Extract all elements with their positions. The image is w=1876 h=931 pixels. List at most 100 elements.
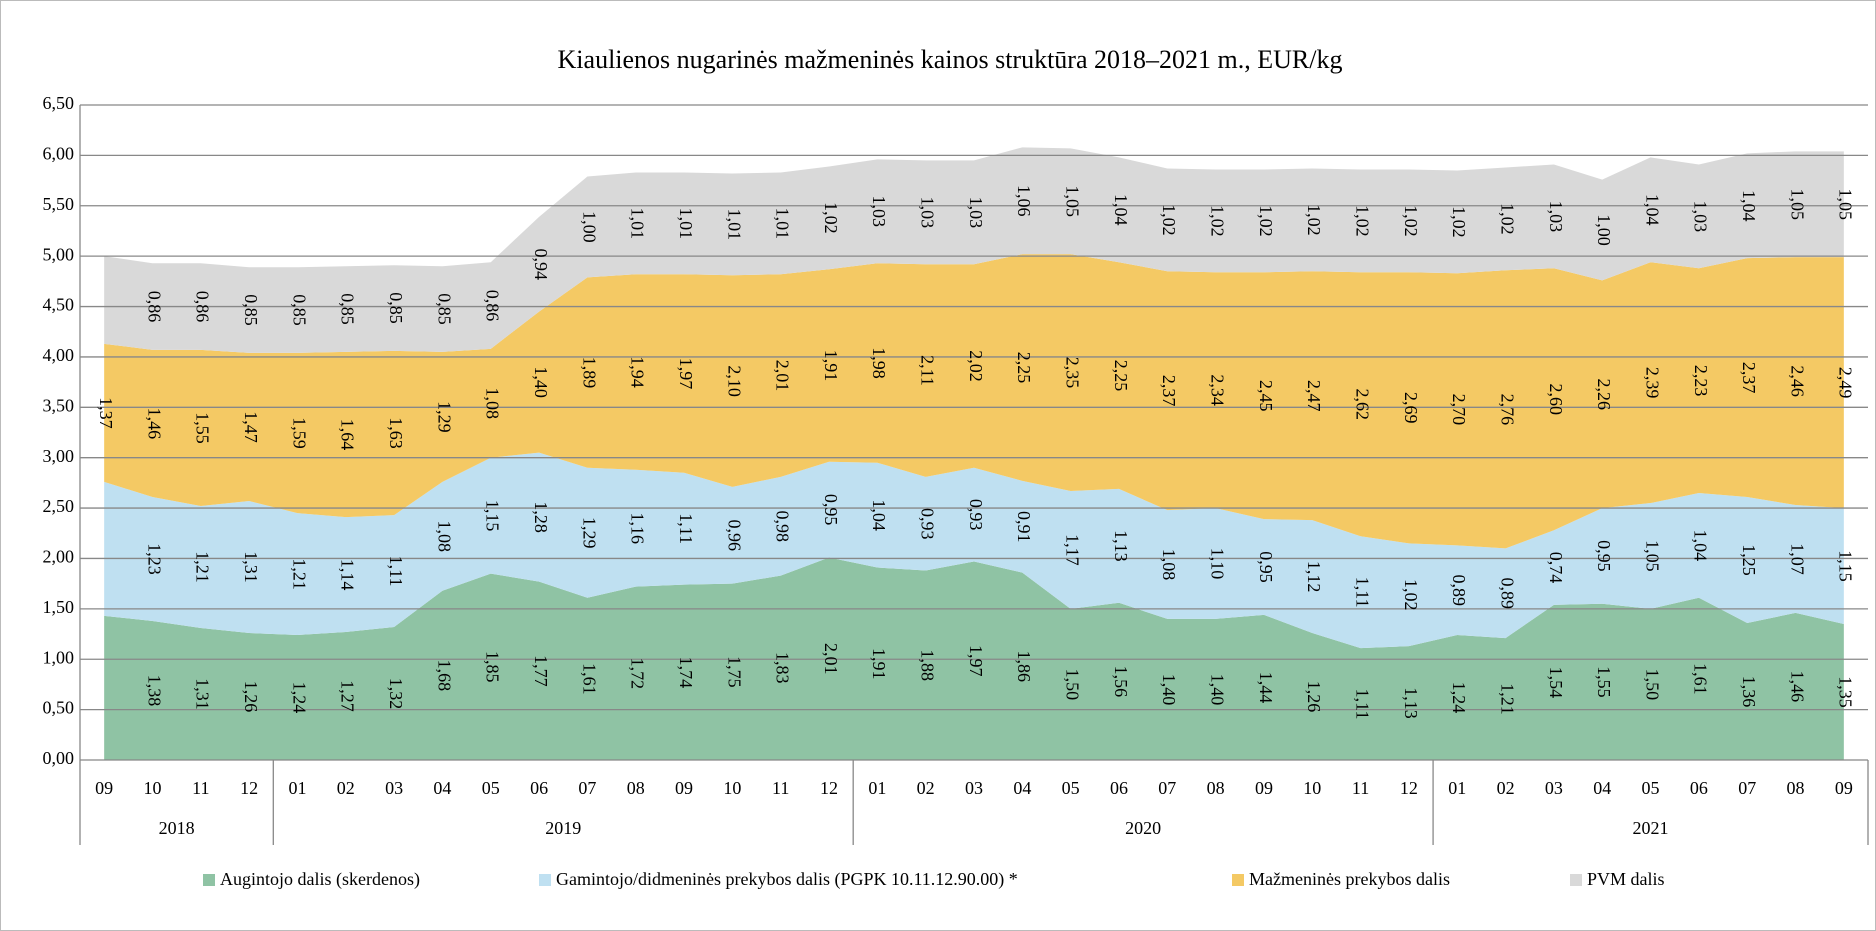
data-label: 2,02: [966, 350, 986, 382]
data-label: 0,86: [483, 290, 503, 322]
data-label: 0,93: [966, 499, 986, 531]
x-tick-label: 04: [1593, 778, 1611, 798]
y-tick-label: 2,50: [43, 496, 75, 516]
data-label: 1,03: [1546, 201, 1566, 233]
data-label: 1,29: [579, 517, 599, 549]
data-label: 1,08: [1159, 549, 1179, 581]
data-label: 1,97: [676, 358, 696, 390]
data-label: 1,26: [1304, 681, 1324, 713]
data-label: 0,86: [144, 291, 164, 323]
data-label: 1,63: [386, 417, 406, 449]
data-label: 0,96: [724, 520, 744, 552]
data-label: 2,25: [1014, 352, 1034, 384]
data-label: 1,77: [531, 655, 551, 687]
data-label: 1,03: [869, 196, 889, 228]
x-tick-label: 06: [1690, 778, 1708, 798]
data-label: 2,76: [1497, 394, 1517, 426]
data-label: 0,91: [1014, 511, 1034, 543]
data-label: 1,40: [1159, 674, 1179, 706]
data-label: 1,05: [1836, 189, 1856, 221]
data-label: 0,85: [386, 292, 406, 324]
data-label: 1,97: [966, 645, 986, 677]
legend-label: Augintojo dalis (skerdenos): [220, 869, 420, 890]
data-label: 1,16: [628, 512, 648, 544]
x-tick-label: 09: [675, 778, 693, 798]
data-label: 1,31: [193, 678, 213, 710]
data-label: 1,06: [1014, 185, 1034, 217]
data-label: 1,15: [483, 500, 503, 531]
x-tick-label: 08: [627, 778, 645, 798]
data-label: 1,35: [1836, 676, 1856, 708]
data-label: 2,60: [1546, 383, 1566, 415]
y-tick-label: 6,00: [43, 144, 75, 164]
data-label: 1,24: [289, 682, 309, 714]
data-label: 1,23: [144, 543, 164, 575]
x-tick-label: 03: [1545, 778, 1563, 798]
data-label: 0,95: [821, 494, 841, 526]
x-tick-label: 05: [1642, 778, 1660, 798]
y-tick-label: 2,00: [43, 547, 75, 567]
data-label: 1,61: [1691, 663, 1711, 695]
data-label: 0,85: [241, 294, 261, 326]
data-label: 2,35: [1063, 357, 1083, 389]
x-tick-label: 02: [337, 778, 355, 798]
x-tick-label: 09: [95, 778, 113, 798]
data-label: 1,12: [1304, 561, 1324, 593]
x-group-label: 2019: [545, 818, 581, 838]
data-label: 0,74: [1546, 552, 1566, 584]
data-label: 0,85: [289, 294, 309, 326]
data-label: 1,59: [289, 417, 309, 449]
data-label: 1,17: [1063, 534, 1083, 566]
y-tick-label: 4,00: [43, 345, 75, 365]
data-label: 1,04: [1739, 190, 1759, 222]
x-tick-label: 06: [1110, 778, 1128, 798]
data-label: 1,01: [676, 208, 696, 240]
x-tick-label: 05: [1062, 778, 1080, 798]
data-label: 2,25: [1111, 360, 1131, 392]
data-label: 1,25: [1739, 544, 1759, 576]
area: [104, 452, 1844, 649]
data-label: 1,13: [1401, 687, 1421, 719]
legend-swatch: [539, 874, 551, 886]
data-label: 1,02: [1304, 204, 1324, 236]
y-tick-label: 4,50: [43, 295, 75, 315]
x-tick-label: 07: [578, 778, 596, 798]
x-tick-label: 11: [192, 778, 209, 798]
y-tick-label: 0,00: [43, 748, 75, 768]
x-tick-label: 12: [820, 778, 838, 798]
x-tick-label: 02: [917, 778, 935, 798]
data-label: 1,36: [1739, 676, 1759, 708]
data-label: 2,34: [1207, 374, 1227, 406]
data-label: 1,46: [1787, 671, 1807, 703]
data-label: 0,89: [1449, 574, 1469, 606]
data-label: 1,02: [1256, 205, 1276, 237]
data-label: 2,39: [1642, 367, 1662, 399]
data-label: 1,07: [1787, 543, 1807, 575]
data-label: 1,02: [1401, 579, 1421, 611]
data-label: 2,45: [1256, 380, 1276, 412]
data-label: 1,50: [1063, 669, 1083, 701]
data-label: 1,15: [1836, 550, 1856, 582]
data-label: 1,02: [1497, 203, 1517, 235]
data-label: 1,05: [1063, 185, 1083, 217]
data-label: 1,75: [724, 656, 744, 688]
data-label: 1,02: [1159, 204, 1179, 236]
data-label: 0,98: [773, 510, 793, 542]
legend-swatch: [203, 874, 215, 886]
x-tick-label: 11: [772, 778, 789, 798]
data-label: 2,01: [773, 360, 793, 392]
data-label: 1,04: [869, 499, 889, 531]
x-tick-label: 03: [965, 778, 983, 798]
data-label: 1,02: [1449, 206, 1469, 238]
data-label: 1,08: [434, 521, 454, 553]
data-label: 2,49: [1836, 367, 1856, 399]
data-label: 1,56: [1111, 666, 1131, 698]
data-label: 1,31: [241, 551, 261, 583]
y-tick-label: 5,00: [43, 244, 75, 264]
x-tick-label: 08: [1787, 778, 1805, 798]
data-label: 0,95: [1256, 551, 1276, 583]
data-label: 1,05: [1642, 540, 1662, 572]
x-tick-label: 09: [1255, 778, 1273, 798]
data-label: 1,68: [434, 660, 454, 692]
